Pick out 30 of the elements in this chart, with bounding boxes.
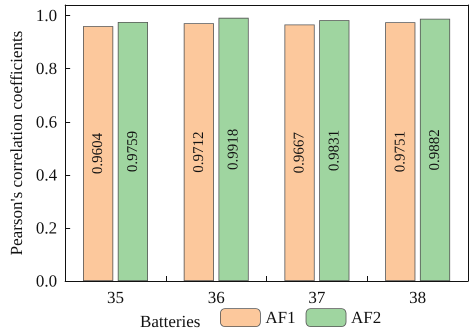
- bar: [284, 24, 315, 281]
- bar: [218, 18, 249, 281]
- data-label: 0.9604: [90, 132, 106, 174]
- data-label: 0.9751: [392, 130, 408, 172]
- bar: [420, 18, 450, 281]
- y-tick-label: 1.0: [36, 6, 58, 26]
- data-label: 0.9712: [190, 132, 207, 173]
- bar: [83, 26, 114, 281]
- y-tick-label: 0.0: [36, 272, 58, 290]
- x-tick-label: 38: [409, 288, 426, 307]
- y-axis-title: Pearson's correlation coefficients: [7, 30, 26, 256]
- y-tick-label: 0.4: [36, 165, 58, 184]
- legend-title: Batteries: [140, 312, 200, 331]
- legend-label: AF1: [265, 308, 296, 328]
- x-tick-label: 35: [107, 288, 124, 307]
- y-tick-label: 0.8: [36, 59, 58, 78]
- bar: [118, 22, 148, 281]
- data-label: 0.9918: [226, 128, 242, 170]
- bar: [319, 20, 350, 281]
- data-label: 0.9667: [292, 132, 308, 174]
- x-tick-label: 36: [208, 288, 225, 307]
- legend-label: AF2: [351, 308, 382, 328]
- data-label: 0.9759: [124, 130, 141, 172]
- y-tick-label: 0.2: [36, 218, 58, 238]
- x-tick-label: 37: [308, 288, 326, 307]
- data-label: 0.9882: [427, 129, 444, 170]
- data-label: 0.9831: [326, 130, 342, 172]
- y-tick-label: 0.6: [36, 112, 58, 132]
- bar: [385, 22, 416, 281]
- bar: [184, 23, 214, 281]
